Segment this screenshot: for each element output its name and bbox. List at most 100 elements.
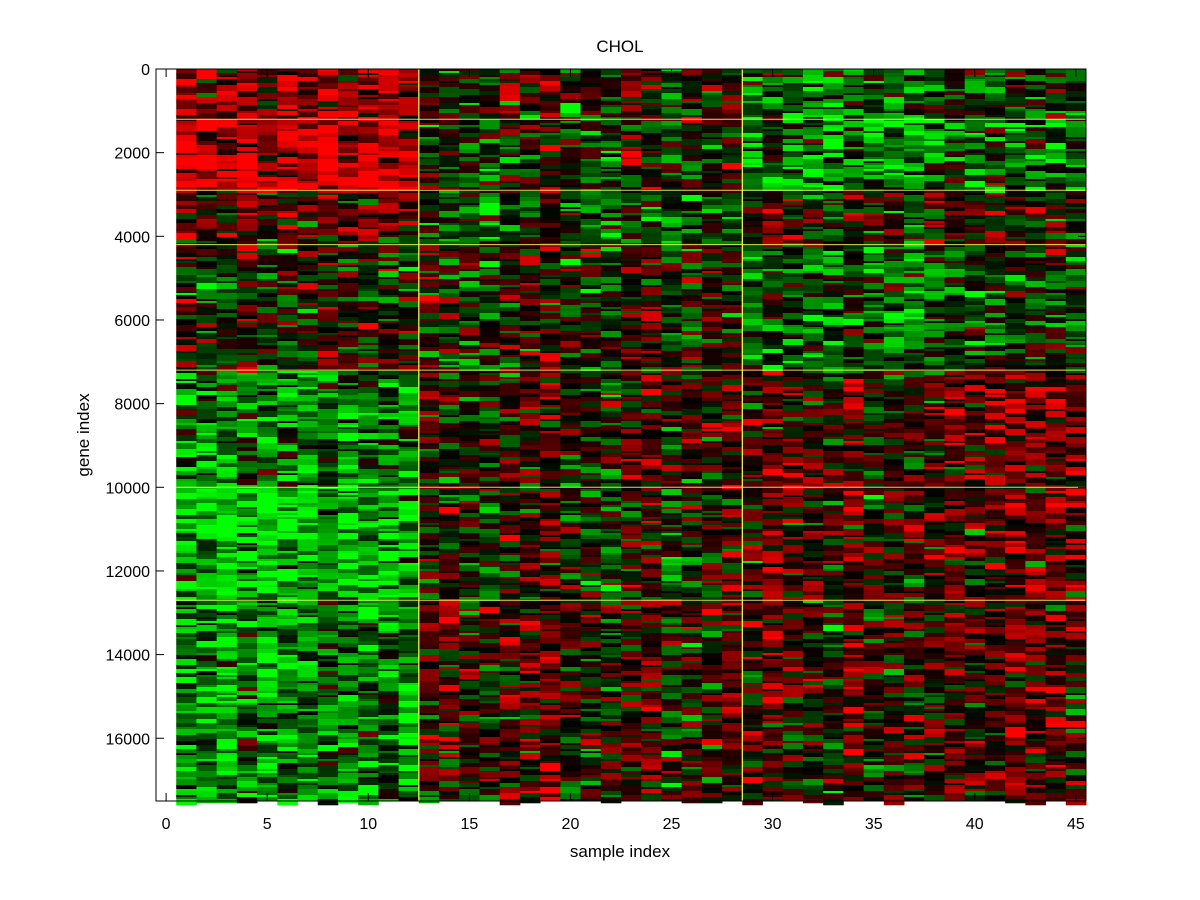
heatmap-cell [641, 343, 662, 350]
heatmap-cell [621, 637, 642, 640]
heatmap-cell [337, 209, 359, 216]
heatmap-cell [580, 575, 602, 580]
heatmap-cell [560, 207, 581, 210]
heatmap-cell [641, 487, 662, 492]
heatmap-cell [257, 577, 278, 582]
heatmap-cell [479, 371, 501, 374]
heatmap-cell [277, 111, 298, 116]
heatmap-cell [337, 167, 359, 174]
heatmap-cell [681, 115, 703, 118]
heatmap-cell [236, 727, 258, 730]
heatmap-cell [358, 561, 379, 566]
heatmap-cell [196, 235, 218, 242]
heatmap-cell [499, 547, 521, 554]
heatmap-cell [459, 143, 480, 150]
heatmap-cell [439, 699, 460, 702]
heatmap-cell [378, 621, 400, 624]
heatmap-cell [297, 401, 319, 406]
heatmap-cell [176, 629, 197, 634]
heatmap-cell [621, 527, 642, 534]
heatmap-cell [661, 531, 683, 534]
heatmap-cell [621, 313, 642, 318]
heatmap-cell [418, 405, 440, 408]
heatmap-cell [277, 525, 298, 532]
heatmap-cell [661, 153, 683, 156]
heatmap-cell [337, 755, 359, 758]
heatmap-cell [499, 311, 521, 318]
heatmap-cell [459, 723, 480, 728]
heatmap-cell [257, 313, 278, 320]
heatmap-cell [337, 569, 359, 574]
heatmap-cell [257, 545, 278, 550]
heatmap-cell [358, 651, 379, 654]
heatmap-cell [236, 551, 258, 556]
heatmap-cell [701, 127, 723, 130]
heatmap-cell [439, 405, 460, 410]
heatmap-cell [560, 347, 581, 354]
heatmap-cell [621, 465, 642, 472]
heatmap-cell [560, 221, 581, 226]
heatmap-cell [540, 163, 561, 166]
heatmap-cell [418, 611, 440, 618]
heatmap-cell [580, 377, 602, 384]
heatmap-cell [337, 259, 359, 264]
heatmap-cell [378, 465, 400, 468]
heatmap-cell [378, 541, 400, 546]
heatmap-cell [439, 593, 460, 600]
heatmap-cell [540, 157, 561, 164]
heatmap-cell [297, 77, 319, 82]
heatmap-cell [196, 589, 218, 596]
heatmap-cell [479, 779, 501, 782]
heatmap-cell [439, 587, 460, 590]
heatmap-cell [479, 167, 501, 170]
heatmap-cell [641, 149, 662, 152]
heatmap-cell [236, 225, 258, 232]
heatmap-cell [661, 723, 683, 728]
heatmap-cell [560, 123, 581, 126]
heatmap-cell [398, 169, 420, 176]
heatmap-cell [540, 519, 561, 522]
heatmap-cell [681, 349, 703, 352]
heatmap-cell [641, 771, 662, 776]
heatmap-cell [459, 553, 480, 558]
heatmap-cell [580, 411, 602, 414]
heatmap-cell [337, 451, 359, 454]
heatmap-cell [317, 193, 339, 196]
heatmap-cell [317, 693, 339, 696]
heatmap-cell [418, 237, 440, 240]
heatmap-cell [216, 647, 238, 652]
heatmap-cell [560, 189, 581, 194]
heatmap-cell [560, 721, 581, 728]
heatmap-cell [580, 265, 602, 272]
heatmap-cell [398, 191, 420, 194]
heatmap-cell [176, 343, 197, 346]
heatmap-cell [257, 729, 278, 732]
heatmap-cell [196, 331, 218, 334]
heatmap-cell [661, 587, 683, 592]
heatmap-cell [540, 491, 561, 498]
heatmap-cell [439, 537, 460, 544]
heatmap-cell [358, 519, 379, 522]
heatmap-cell [317, 155, 339, 160]
heatmap-cell [176, 169, 197, 174]
heatmap-cell [176, 291, 197, 294]
heatmap-cell [398, 707, 420, 714]
heatmap-cell [317, 301, 339, 308]
heatmap-cell [439, 579, 460, 584]
heatmap-cell [621, 397, 642, 400]
heatmap-cell [560, 341, 581, 348]
heatmap-cell [459, 709, 480, 712]
heatmap-cell [519, 457, 541, 462]
heatmap-cell [560, 305, 581, 310]
heatmap-cell [236, 751, 258, 758]
heatmap-cell [317, 223, 339, 230]
heatmap-cell [439, 203, 460, 206]
heatmap-cell [540, 775, 561, 780]
heatmap-cell [499, 219, 521, 226]
heatmap-cell [216, 761, 238, 768]
heatmap-cell [398, 449, 420, 452]
heatmap-cell [236, 279, 258, 282]
heatmap-cell [378, 491, 400, 494]
heatmap-cell [641, 517, 662, 520]
heatmap-cell [499, 403, 521, 410]
